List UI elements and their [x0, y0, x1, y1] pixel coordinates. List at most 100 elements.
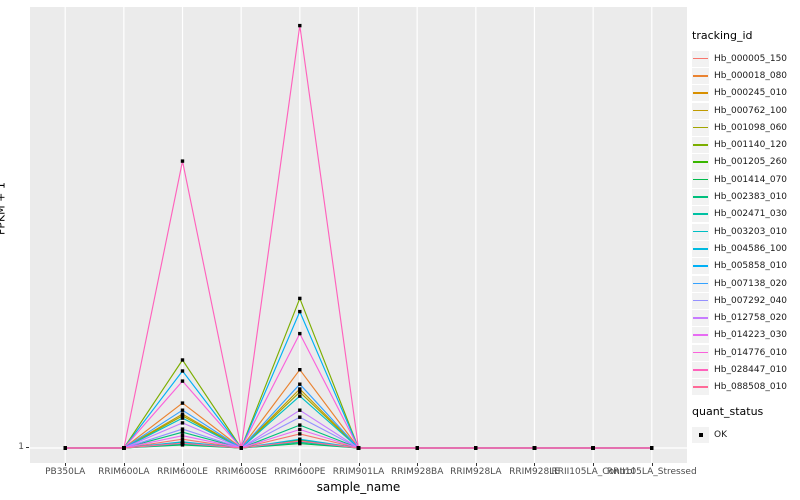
legend-swatch-line-icon — [693, 247, 708, 250]
legend-item-quant-ok: OK — [692, 426, 798, 443]
data-point-Hb_002383_010-RRIM600LE — [180, 430, 185, 434]
legend-key-Hb_000245_010 — [692, 85, 709, 102]
x-tick-label-RRIM901LA: RRIM901LA — [332, 467, 385, 477]
legend-item-Hb_002471_030: Hb_002471_030 — [692, 206, 798, 223]
legend-item-label: Hb_000762_100 — [714, 105, 788, 116]
legend-key-Hb_005858_010 — [692, 258, 709, 275]
data-point-Hb_028447_010-RRIM600LE — [180, 159, 185, 163]
x-tick-mark-PB350LA — [65, 463, 67, 466]
x-tick-mark-RRIM928LA — [475, 463, 477, 466]
legend-swatch-line-icon — [693, 109, 708, 112]
legend-swatch-line-icon — [693, 144, 708, 146]
x-tick-label-RRIM600SE: RRIM600SE — [215, 467, 267, 477]
legend-item-label: Hb_001140_120 — [714, 140, 788, 151]
data-point-Hb_001140_120-RRIM600PE — [298, 296, 302, 301]
data-point-Hb_007292_040-RRIM600PE — [298, 415, 302, 419]
legend-key-Hb_001098_060 — [692, 119, 709, 136]
legend-swatch-line-icon — [693, 282, 708, 285]
legend-item-Hb_014776_010: Hb_014776_010 — [692, 344, 798, 361]
legend-title-quant-status: quant_status — [692, 404, 764, 418]
legend-key-Hb_001205_260 — [692, 154, 709, 171]
y-tick-label-1: 1 — [18, 442, 24, 452]
legend-key-Hb_001414_070 — [692, 171, 709, 188]
legend-item-label: Hb_001098_060 — [714, 122, 788, 133]
legend-item-label: Hb_000018_080 — [714, 70, 788, 81]
legend-item-Hb_000005_150: Hb_000005_150 — [692, 50, 798, 67]
legend-item-label: Hb_007292_040 — [714, 295, 788, 306]
data-point-Hb_000762_100-RRIM600LE — [180, 412, 185, 416]
legend-swatch-line-icon — [693, 351, 708, 354]
legend-item-Hb_007292_040: Hb_007292_040 — [692, 292, 798, 309]
legend-item-label: Hb_005858_010 — [714, 261, 788, 272]
data-point-Hb_088508_010-RRIM928BA — [415, 446, 419, 450]
legend-item-label: Hb_002471_030 — [714, 209, 788, 220]
x-tick-mark-RRIM928LE — [534, 463, 536, 466]
legend-key-Hb_000005_150 — [692, 50, 709, 67]
x-tick-label-RRIM928LE: RRIM928LE — [509, 467, 560, 477]
legend-key-quant-ok — [692, 426, 709, 443]
legend-key-Hb_000762_100 — [692, 102, 709, 119]
data-point-Hb_001140_120-RRIM600LE — [180, 358, 185, 362]
legend-swatch-line-icon — [693, 92, 708, 94]
data-point-Hb_014776_010-RRIM600LE — [180, 379, 185, 383]
y-tick-mark — [26, 447, 29, 448]
legend-item-label: Hb_002383_010 — [714, 192, 788, 203]
plot-panel — [30, 7, 687, 463]
legend-item-Hb_000762_100: Hb_000762_100 — [692, 102, 798, 119]
legend-key-Hb_001140_120 — [692, 137, 709, 154]
legend-swatch-line-icon — [693, 196, 708, 198]
legend-item-label: Hb_000005_150 — [714, 53, 788, 64]
legend-item-label: Hb_004586_100 — [714, 243, 788, 254]
legend-item-label: Hb_007138_020 — [714, 278, 788, 289]
x-tick-label-PB350LA: PB350LA — [45, 467, 86, 477]
data-point-Hb_014223_030-RRIM600LE — [180, 434, 185, 438]
legend-item-label: Hb_000245_010 — [714, 88, 788, 99]
data-point-Hb_003203_010-RRIM600PE — [298, 394, 302, 398]
x-tick-mark-RRII105LA_Control — [593, 463, 595, 466]
data-point-Hb_007138_020-RRIM600PE — [298, 382, 302, 386]
legend-swatch-line-icon — [693, 368, 708, 371]
legend-key-Hb_004586_100 — [692, 240, 709, 257]
legend-item-label: OK — [714, 429, 727, 440]
legend-item-Hb_002383_010: Hb_002383_010 — [692, 188, 798, 206]
data-point-Hb_005858_010-RRIM600LE — [180, 369, 185, 373]
legend-item-label: Hb_088508_010 — [714, 382, 788, 393]
data-point-Hb_000018_080-RRIM600PE — [298, 368, 302, 372]
x-tick-label-RRIM600LE: RRIM600LE — [157, 467, 208, 477]
data-point-Hb_000005_150-RRIM600PE — [298, 432, 302, 436]
y-axis-title: FPKM + 1 — [0, 182, 8, 235]
data-point-Hb_000018_080-RRIM600LE — [180, 401, 185, 405]
x-tick-label-RRIM600PE: RRIM600PE — [274, 467, 326, 477]
legend-item-Hb_001140_120: Hb_001140_120 — [692, 136, 798, 154]
data-point-Hb_012758_020-RRIM600PE — [298, 408, 302, 412]
data-point-Hb_012758_020-RRIM600LE — [180, 421, 185, 425]
legend-item-Hb_028447_010: Hb_028447_010 — [692, 361, 798, 378]
legend-item-Hb_012758_020: Hb_012758_020 — [692, 309, 798, 327]
legend-item-Hb_004586_100: Hb_004586_100 — [692, 240, 798, 257]
x-tick-mark-RRIM600PE — [299, 463, 301, 466]
legend-swatch-line-icon — [693, 299, 708, 302]
legend-key-Hb_002383_010 — [692, 189, 709, 206]
legend-item-label: Hb_001205_260 — [714, 157, 788, 168]
legend-key-Hb_002471_030 — [692, 206, 709, 223]
legend-key-Hb_088508_010 — [692, 379, 709, 396]
legend: tracking_id Hb_000005_150 Hb_000018_080 Hb… — [692, 29, 798, 443]
legend-item-label: Hb_003203_010 — [714, 226, 788, 237]
data-point-Hb_007292_040-RRIM600LE — [180, 427, 185, 431]
data-point-Hb_000762_100-RRIM600PE — [298, 387, 302, 391]
data-point-Hb_088508_010-RRIM600LE — [180, 441, 185, 445]
data-point-Hb_001098_060-RRIM600PE — [298, 390, 302, 394]
x-tick-label-RRII105LA_Stressed: RRII105LA_Stressed — [606, 467, 697, 477]
legend-item-label: Hb_014776_010 — [714, 347, 788, 358]
legend-swatch-line-icon — [693, 74, 708, 77]
legend-swatch-line-icon — [693, 265, 708, 267]
legend-item-Hb_007138_020: Hb_007138_020 — [692, 275, 798, 292]
x-tick-label-RRII105LA_Control: RRII105LA_Control — [551, 467, 635, 477]
legend-item-Hb_003203_010: Hb_003203_010 — [692, 223, 798, 240]
black-square-point-icon — [698, 432, 703, 437]
x-tick-mark-RRIM600LA — [123, 463, 125, 466]
legend-swatch-line-icon — [693, 213, 708, 215]
legend-item-label: Hb_014223_030 — [714, 330, 788, 341]
legend-swatch-line-icon — [693, 178, 708, 181]
data-point-Hb_014223_030-RRIM600PE — [298, 427, 302, 432]
